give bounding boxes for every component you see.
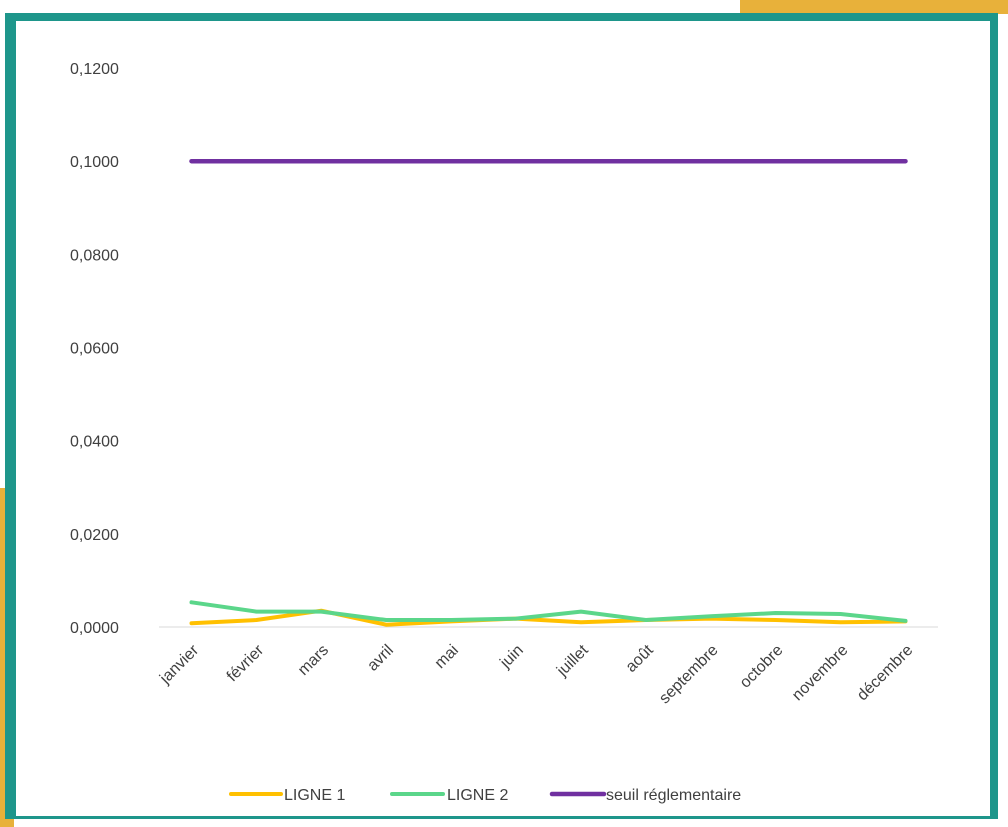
y-tick-label: 0,0800 bbox=[70, 247, 119, 264]
y-tick-label: 0,0600 bbox=[70, 341, 119, 358]
x-tick-label: juillet bbox=[553, 641, 592, 680]
legend-label: seuil réglementaire bbox=[606, 787, 741, 804]
chart-frame: 0,0000 0,0200 0,0400 0,0600 0,0800 0,1000 0,12… bbox=[5, 13, 998, 819]
x-tick-label: février bbox=[224, 641, 268, 685]
decorative-gold-bar-top bbox=[740, 0, 1008, 14]
x-tick-label: octobre bbox=[737, 642, 787, 692]
y-axis: 0,0000 0,0200 0,0400 0,0600 0,0800 0,1000 0,12… bbox=[70, 61, 119, 637]
y-tick-label: 0,0200 bbox=[70, 527, 119, 544]
series-lines bbox=[189, 158, 908, 627]
x-tick-label: avril bbox=[364, 642, 397, 675]
legend: LIGNE 1 LIGNE 2 seuil réglementaire bbox=[229, 787, 741, 804]
series-line-2 bbox=[189, 600, 908, 623]
x-tick-label: novembre bbox=[789, 642, 851, 704]
line-chart: 0,0000 0,0200 0,0400 0,0600 0,0800 0,1000 0,12… bbox=[70, 61, 938, 804]
x-tick-label: mars bbox=[295, 642, 332, 679]
y-tick-label: 0,0000 bbox=[70, 620, 119, 637]
x-tick-label: mai bbox=[432, 642, 462, 672]
x-tick-label: août bbox=[623, 641, 657, 675]
y-tick-label: 0,0400 bbox=[70, 434, 119, 451]
legend-label: LIGNE 2 bbox=[447, 787, 508, 804]
y-tick-label: 0,1200 bbox=[70, 61, 119, 78]
x-tick-label: septembre bbox=[656, 642, 722, 708]
x-tick-label: juin bbox=[497, 642, 527, 672]
legend-label: LIGNE 1 bbox=[284, 787, 345, 804]
x-axis: janvier février mars avril mai juin juillet aoû… bbox=[156, 626, 938, 708]
y-tick-label: 0,1000 bbox=[70, 154, 119, 171]
x-tick-label: janvier bbox=[156, 641, 203, 688]
x-tick-label: décembre bbox=[854, 642, 916, 704]
